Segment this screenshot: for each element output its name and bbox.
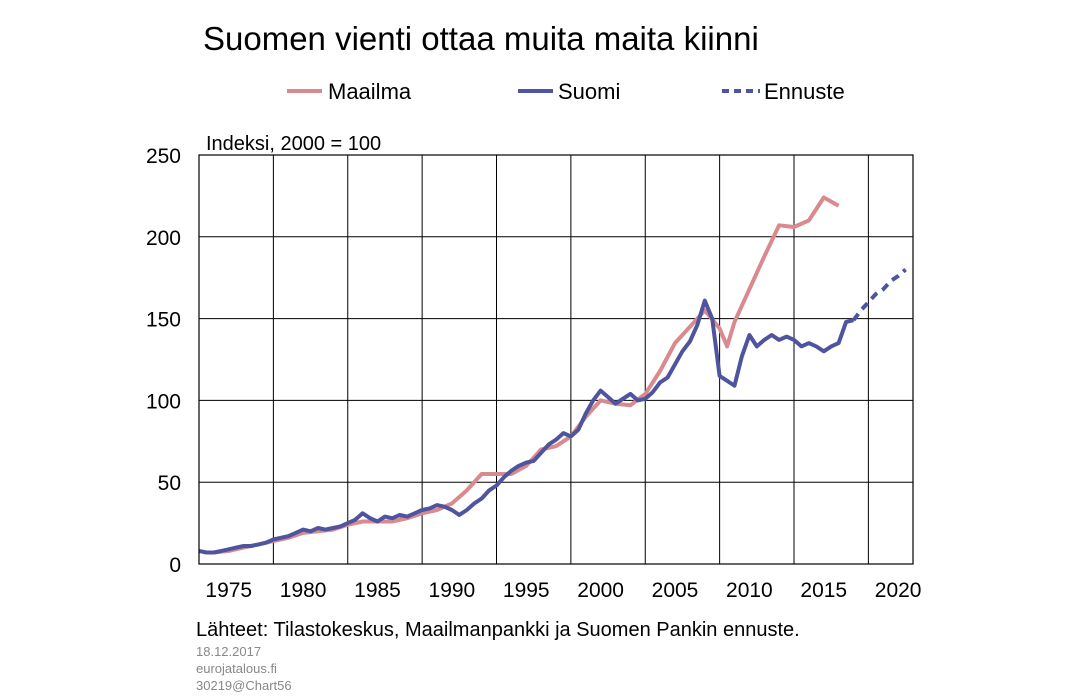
x-tick-label: 2000 (577, 579, 624, 602)
x-tick-label: 1990 (429, 579, 476, 602)
site-name: eurojatalous.fi (196, 661, 277, 676)
legend-label-suomi: Suomi (558, 79, 620, 104)
legend-label-ennuste: Ennuste (764, 79, 845, 104)
x-ticks: 1975 1980 1985 1990 1995 2000 2005 2010 2015 2020 (205, 579, 921, 602)
x-tick-label: 1995 (503, 579, 550, 602)
plot-frame (198, 154, 914, 565)
x-tick-label: 2005 (652, 579, 699, 602)
source-note: Lähteet: Tilastokeskus, Maailmanpankki j… (196, 619, 800, 641)
x-tick-label: 1980 (280, 579, 327, 602)
x-tick-label: 2020 (875, 579, 922, 602)
y-tick-label: 100 (146, 390, 181, 413)
series-line-ennuste (851, 267, 907, 322)
y-axis-label: Indeksi, 2000 = 100 (206, 133, 381, 155)
chart-code: 30219@Chart56 (196, 678, 292, 693)
x-tick-label: 2015 (800, 579, 847, 602)
x-tick-label: 1985 (354, 579, 401, 602)
y-tick-label: 0 (169, 554, 181, 577)
y-tick-label: 200 (146, 227, 181, 250)
series-line-suomi (198, 298, 854, 555)
y-tick-label: 150 (146, 309, 181, 332)
y-tick-label: 250 (146, 145, 181, 168)
legend: Maailma Suomi Ennuste (287, 79, 845, 104)
series-line-maailma (213, 195, 840, 555)
chart-title: Suomen vienti ottaa muita maita kiinni (203, 20, 759, 57)
x-tick-label: 1975 (205, 579, 252, 602)
publish-date: 18.12.2017 (196, 644, 261, 659)
x-tick-label: 2010 (726, 579, 773, 602)
y-tick-label: 50 (158, 472, 181, 495)
y-ticks: 0 50 100 150 200 250 (146, 145, 181, 577)
series-layer (198, 195, 907, 555)
legend-label-maailma: Maailma (328, 79, 412, 104)
grid (199, 155, 913, 564)
